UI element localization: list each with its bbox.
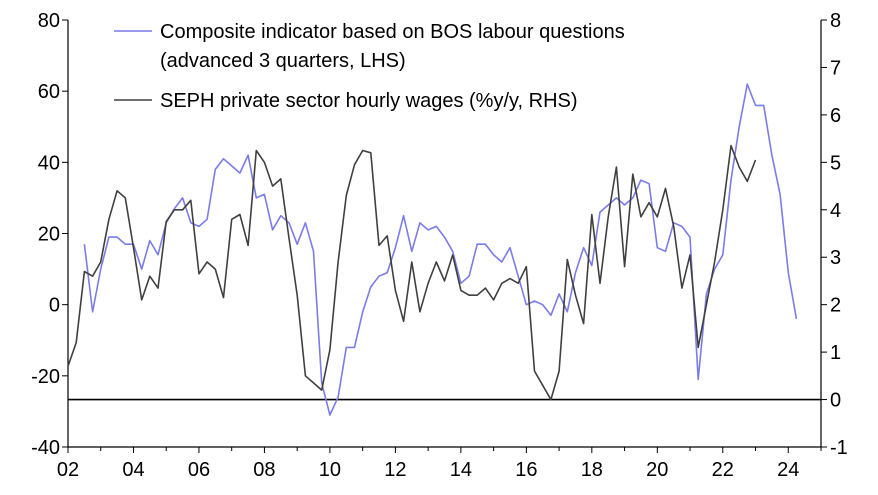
right-tick-label: 6 bbox=[830, 105, 841, 127]
right-tick-label: 3 bbox=[830, 247, 841, 269]
seph-wages-line bbox=[67, 144, 757, 401]
left-tick-label: 80 bbox=[38, 10, 60, 32]
x-tick-label: 04 bbox=[122, 459, 144, 481]
right-tick-label: 8 bbox=[830, 10, 841, 32]
x-tick-label: 14 bbox=[450, 459, 472, 481]
right-tick-label: 5 bbox=[830, 152, 841, 174]
legend-item-seph-label: SEPH private sector hourly wages (%y/y, … bbox=[160, 90, 578, 112]
legend-item-composite-label: Composite indicator based on BOS labour … bbox=[160, 21, 625, 43]
legend-item-composite-label: (advanced 3 quarters, LHS) bbox=[160, 50, 406, 72]
series-group bbox=[67, 83, 798, 416]
left-tick-label: 40 bbox=[38, 152, 60, 174]
composite-indicator-line bbox=[83, 83, 798, 416]
left-tick-label: 20 bbox=[38, 224, 60, 246]
right-tick-label: 2 bbox=[830, 295, 841, 317]
right-tick-label: -1 bbox=[830, 437, 848, 459]
left-tick-label: 60 bbox=[38, 81, 60, 103]
right-tick-label: 0 bbox=[830, 390, 841, 412]
x-tick-label: 24 bbox=[777, 459, 799, 481]
legend: Composite indicator based on BOS labour … bbox=[114, 21, 625, 112]
x-tick-label: 16 bbox=[515, 459, 537, 481]
x-tick-label: 02 bbox=[57, 459, 79, 481]
x-tick-label: 10 bbox=[319, 459, 341, 481]
right-tick-label: 4 bbox=[830, 200, 841, 222]
right-tick-label: 1 bbox=[830, 342, 841, 364]
left-tick-label: -20 bbox=[31, 366, 60, 388]
right-tick-label: 7 bbox=[830, 57, 841, 79]
x-tick-label: 08 bbox=[253, 459, 275, 481]
left-tick-label: 0 bbox=[49, 295, 60, 317]
left-tick-label: -40 bbox=[31, 437, 60, 459]
x-tick-label: 12 bbox=[384, 459, 406, 481]
x-tick-label: 20 bbox=[646, 459, 668, 481]
x-tick-label: 18 bbox=[581, 459, 603, 481]
x-tick-label: 22 bbox=[712, 459, 734, 481]
x-tick-label: 06 bbox=[188, 459, 210, 481]
